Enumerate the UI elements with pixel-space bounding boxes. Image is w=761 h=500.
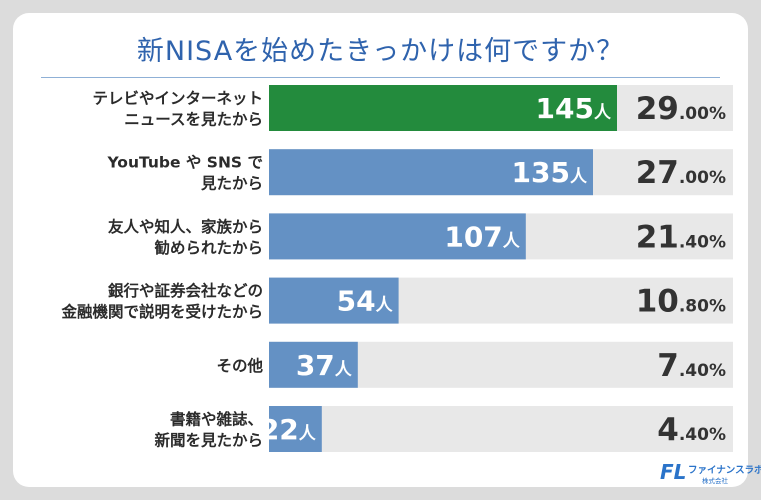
count-label: 54人 <box>337 285 394 318</box>
percent-integer: 21 <box>636 219 679 255</box>
count-label: 135人 <box>512 156 588 189</box>
count-label: 37人 <box>296 349 353 382</box>
bar <box>269 149 593 196</box>
company-logo: FL ファイナンスラボ 株式会社 <box>660 458 761 488</box>
category-label: YouTube や SNS で <box>107 154 264 172</box>
logo-company-type: 株式会社 <box>702 477 728 485</box>
count-value: 54 <box>337 285 376 318</box>
percent-decimal: .00% <box>679 168 726 188</box>
count-unit: 人 <box>299 424 317 444</box>
bar <box>269 85 617 131</box>
percent-decimal: .40% <box>679 361 726 381</box>
percent-decimal: .40% <box>679 425 726 445</box>
logo-mark: FL <box>660 460 687 484</box>
category-label: 友人や知人、家族から <box>108 217 263 236</box>
percent-label: 4.40% <box>657 412 726 448</box>
category-label: 銀行や証券会社などの <box>108 281 263 300</box>
title-divider <box>41 77 720 78</box>
chart-title: 新NISAを始めたきっかけは何ですか？ <box>136 36 625 67</box>
count-unit: 人 <box>594 103 612 123</box>
bar <box>269 213 526 260</box>
percent-label: 27.00% <box>636 155 726 191</box>
category-label: ニュースを見たから <box>124 111 263 129</box>
bar <box>269 341 358 388</box>
percent-decimal: .00% <box>679 104 726 124</box>
bar <box>269 277 399 324</box>
count-value: 107 <box>444 220 502 253</box>
count-label: 107人 <box>444 220 520 253</box>
count-value: 135 <box>512 156 570 189</box>
percent-label: 21.40% <box>636 219 726 255</box>
percent-decimal: .80% <box>679 297 726 317</box>
percent-integer: 7 <box>657 348 679 384</box>
percent-label: 29.00% <box>636 91 726 127</box>
category-label: 新聞を見たから <box>154 431 263 450</box>
percent-integer: 10 <box>636 284 679 320</box>
category-label: テレビやインターネット <box>92 90 263 108</box>
percent-integer: 29 <box>636 91 679 127</box>
logo-name: ファイナンスラボ <box>688 465 761 476</box>
category-label: 見たから <box>200 175 263 193</box>
bar <box>269 406 322 452</box>
count-unit: 人 <box>503 231 521 251</box>
percent-decimal: .40% <box>679 232 726 252</box>
count-label: 22人 <box>260 413 317 446</box>
percent-label: 7.40% <box>657 348 726 384</box>
count-value: 22 <box>260 413 299 446</box>
count-value: 37 <box>296 349 335 382</box>
count-unit: 人 <box>335 360 353 380</box>
percent-integer: 4 <box>657 412 679 448</box>
percent-integer: 27 <box>636 155 679 191</box>
count-unit: 人 <box>376 296 394 316</box>
category-label: 書籍や雑誌、 <box>170 410 263 429</box>
bar-track <box>269 406 733 452</box>
category-label: その他 <box>216 356 263 375</box>
category-label: 勧められたから <box>154 238 263 257</box>
category-label: 金融機関で説明を受けたから <box>60 302 263 321</box>
count-label: 145人 <box>536 92 612 125</box>
count-value: 145 <box>536 92 594 125</box>
percent-label: 10.80% <box>636 284 726 320</box>
count-unit: 人 <box>570 167 588 187</box>
